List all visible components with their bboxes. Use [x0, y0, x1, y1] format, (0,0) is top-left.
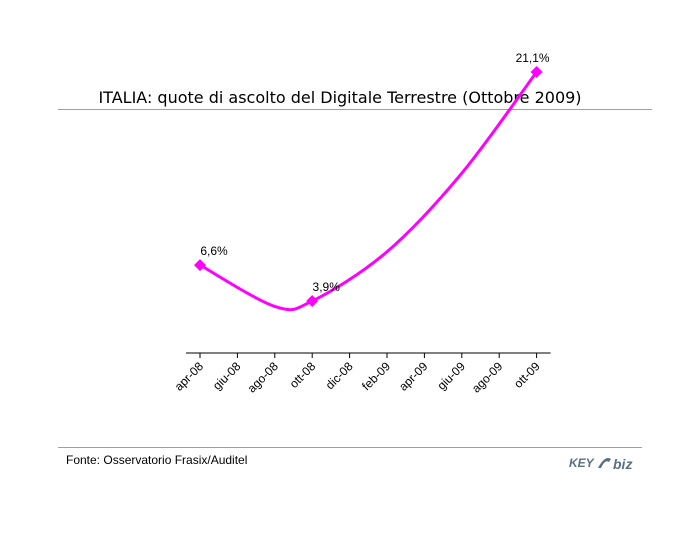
- x-axis: apr-08 giu-08 ago-08 ott-08 dic-08 feb-09 apr-…: [172, 352, 551, 396]
- point-marker: [530, 65, 543, 78]
- x-tick-label: ago-08: [245, 359, 282, 396]
- data-label: 21,1%: [516, 51, 550, 65]
- x-tick-label: feb-09: [359, 359, 393, 393]
- data-label: 6,6%: [200, 244, 228, 258]
- key4biz-logo: KEY biz: [569, 456, 632, 472]
- title-divider: [58, 109, 652, 110]
- x-tick-label: apr-09: [396, 359, 431, 394]
- x-tick-label: apr-08: [172, 359, 207, 394]
- logo-swoosh-icon: [598, 458, 611, 468]
- source-note: Fonte: Osservatorio Frasix/Auditel: [66, 453, 248, 467]
- chart-title: ITALIA: quote di ascolto del Digitale Te…: [98, 88, 582, 107]
- x-tick-label: giu-08: [210, 359, 244, 393]
- series-layer: [199, 71, 538, 312]
- logo-text-key: KEY: [569, 456, 595, 470]
- data-label: 3,9%: [313, 280, 341, 294]
- data-label-layer: 6,6% 3,9% 21,1%: [200, 51, 550, 294]
- x-tick-label: giu-09: [434, 359, 468, 393]
- point-marker: [306, 295, 319, 308]
- logo-text-biz: biz: [613, 456, 632, 472]
- x-tick-label: dic-08: [323, 359, 356, 392]
- series-line: [199, 71, 538, 312]
- x-tick-label: ott-09: [511, 359, 543, 391]
- marker-layer: [194, 65, 543, 308]
- point-marker: [194, 259, 206, 272]
- x-tick-label: ago-09: [469, 359, 506, 396]
- x-tick-label: ott-08: [287, 359, 319, 391]
- footer-divider: [58, 447, 642, 448]
